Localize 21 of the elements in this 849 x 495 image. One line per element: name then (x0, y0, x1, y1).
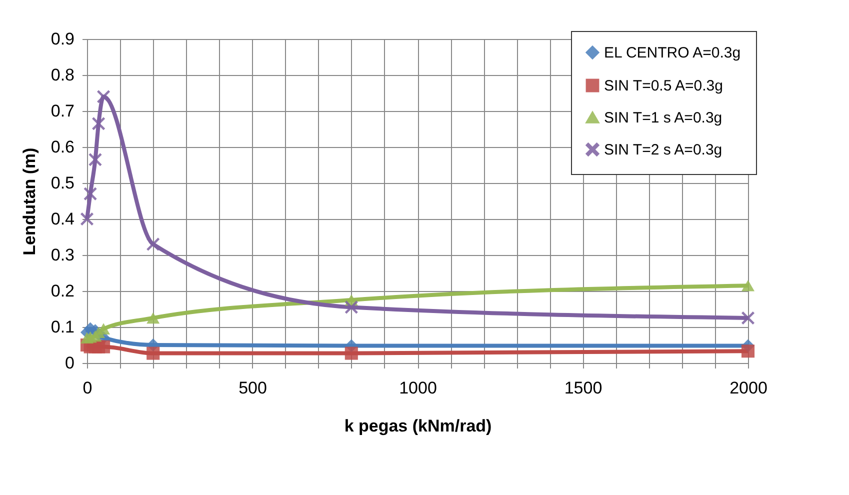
legend-label: SIN T=2 s A=0.3g (604, 142, 722, 158)
x-tick-label: 2000 (730, 378, 768, 398)
y-tick-label: 0.2 (50, 282, 74, 300)
legend-label: EL CENTRO A=0.3g (604, 44, 741, 62)
x-axis-title: k pegas (kNm/rad) (344, 416, 492, 436)
y-tick-label: 0.6 (50, 138, 74, 156)
y-tick-label: 0.9 (50, 30, 74, 48)
x-tick-label: 0 (82, 378, 92, 398)
x-tick-label: 1000 (399, 378, 437, 398)
y-tick-label: 0.7 (50, 102, 74, 120)
y-tick-label: 0.3 (50, 246, 74, 264)
y-axis-title: Lendutan (m) (20, 148, 39, 256)
y-tick-label: 0 (65, 354, 74, 372)
legend-label: SIN T=1 s A=0.3g (604, 110, 722, 126)
x-tick-label: 1500 (564, 378, 602, 398)
legend-label: SIN T=0.5 A=0.3g (604, 78, 723, 94)
y-tick-label: 0.8 (50, 66, 74, 84)
y-tick-label: 0.5 (50, 174, 74, 192)
y-tick-label: 0.1 (50, 318, 74, 336)
y-tick-label: 0.4 (50, 210, 74, 228)
x-tick-label: 500 (238, 378, 267, 398)
